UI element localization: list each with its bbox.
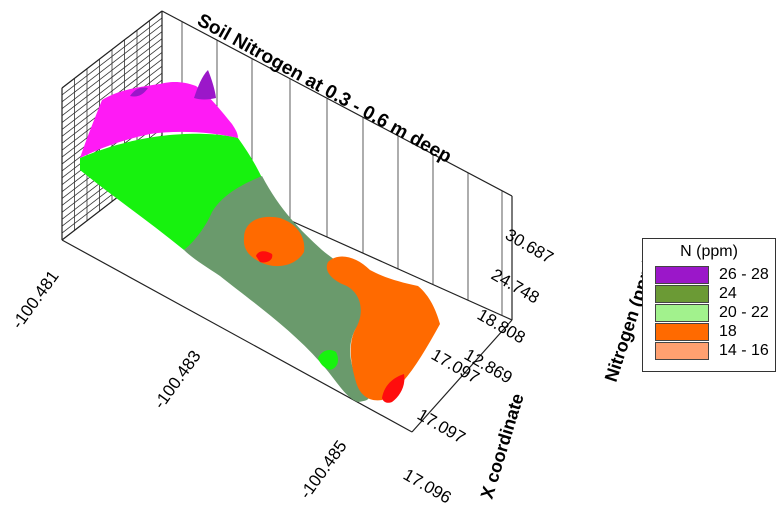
y-tick-label: -100.485 — [296, 437, 351, 502]
legend-entry: 20 - 22 — [643, 303, 775, 322]
legend: N (ppm) 26 - 28 24 20 - 22 18 14 - 16 — [642, 238, 776, 372]
y-tick-label: -100.483 — [150, 347, 205, 412]
nitrogen-surface — [80, 70, 440, 403]
legend-swatch — [655, 322, 709, 341]
z-tick-label: 24.748 — [488, 265, 543, 307]
x-axis-title: X coordinate — [477, 391, 528, 501]
surface-zone-magenta — [80, 82, 238, 158]
grid-line — [61, 38, 163, 116]
legend-label: 18 — [719, 322, 737, 340]
grid-line — [61, 52, 163, 130]
legend-entry: 18 — [643, 322, 775, 341]
y-tick-label: -100.481 — [8, 267, 63, 332]
frame-edge — [61, 10, 163, 89]
legend-swatch — [655, 303, 709, 322]
grid-line — [61, 17, 163, 96]
legend-entry: 26 - 28 — [643, 265, 775, 284]
grid-line — [61, 24, 163, 103]
surface-zone-purple-peak — [130, 87, 148, 97]
grid-line — [61, 45, 163, 123]
legend-label: 20 - 22 — [719, 303, 769, 321]
surface-zone-red-peak — [382, 374, 405, 403]
surface-zone-bright-green — [318, 350, 338, 370]
z-tick-label: 18.808 — [474, 305, 529, 347]
legend-swatch — [655, 284, 709, 303]
legend-label: 14 - 16 — [719, 341, 769, 359]
legend-entry: 24 — [643, 284, 775, 303]
surface-zone-grey-green — [184, 176, 374, 402]
legend-title: N (ppm) — [680, 243, 738, 260]
x-tick-label: 17.097 — [414, 405, 469, 447]
legend-swatch — [655, 341, 709, 360]
legend-entry: 14 - 16 — [643, 341, 775, 360]
surface-zone-red-peak — [256, 251, 273, 263]
grid-line — [61, 31, 163, 110]
legend-swatch — [655, 265, 709, 284]
surface-zone-purple-peak — [194, 70, 216, 100]
frame-edge — [411, 319, 513, 433]
x-tick-label: 17.096 — [400, 465, 455, 507]
surface-zone-bright-green — [80, 133, 262, 250]
legend-label: 26 - 28 — [719, 265, 769, 283]
surface-zone-orange — [326, 256, 440, 401]
frame-edge — [161, 10, 513, 197]
legend-label: 24 — [719, 284, 737, 302]
z-tick-label: 30.687 — [502, 225, 557, 267]
